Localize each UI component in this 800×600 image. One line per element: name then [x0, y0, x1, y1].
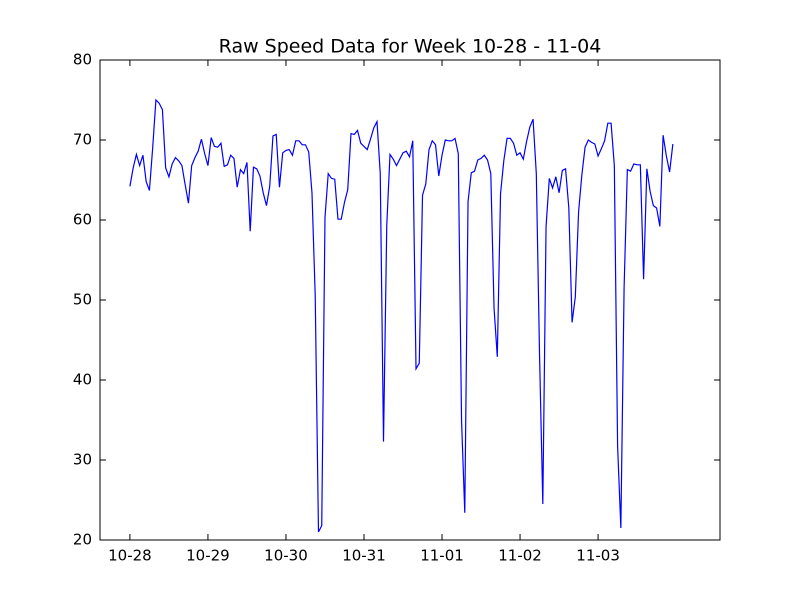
x-tick-label: 11-03 [576, 547, 620, 565]
data-line [129, 98, 674, 533]
y-tick-label: 80 [73, 51, 92, 69]
chart-title: Raw Speed Data for Week 10-28 - 11-04 [219, 36, 602, 58]
y-tick-label: 60 [73, 211, 92, 229]
x-tick-label: 11-02 [498, 547, 542, 565]
x-tick-label: 10-29 [186, 547, 230, 565]
x-tick-label: 10-31 [342, 547, 386, 565]
y-tick-label: 30 [73, 451, 92, 469]
x-tick-label: 10-28 [108, 547, 152, 565]
x-tick-label: 11-01 [420, 547, 464, 565]
x-tick-label: 10-30 [264, 547, 308, 565]
y-tick-label: 70 [73, 131, 92, 149]
y-tick-label: 20 [73, 531, 92, 549]
plot-frame [99, 59, 721, 541]
y-tick-label: 40 [73, 371, 92, 389]
y-tick-label: 50 [73, 291, 92, 309]
